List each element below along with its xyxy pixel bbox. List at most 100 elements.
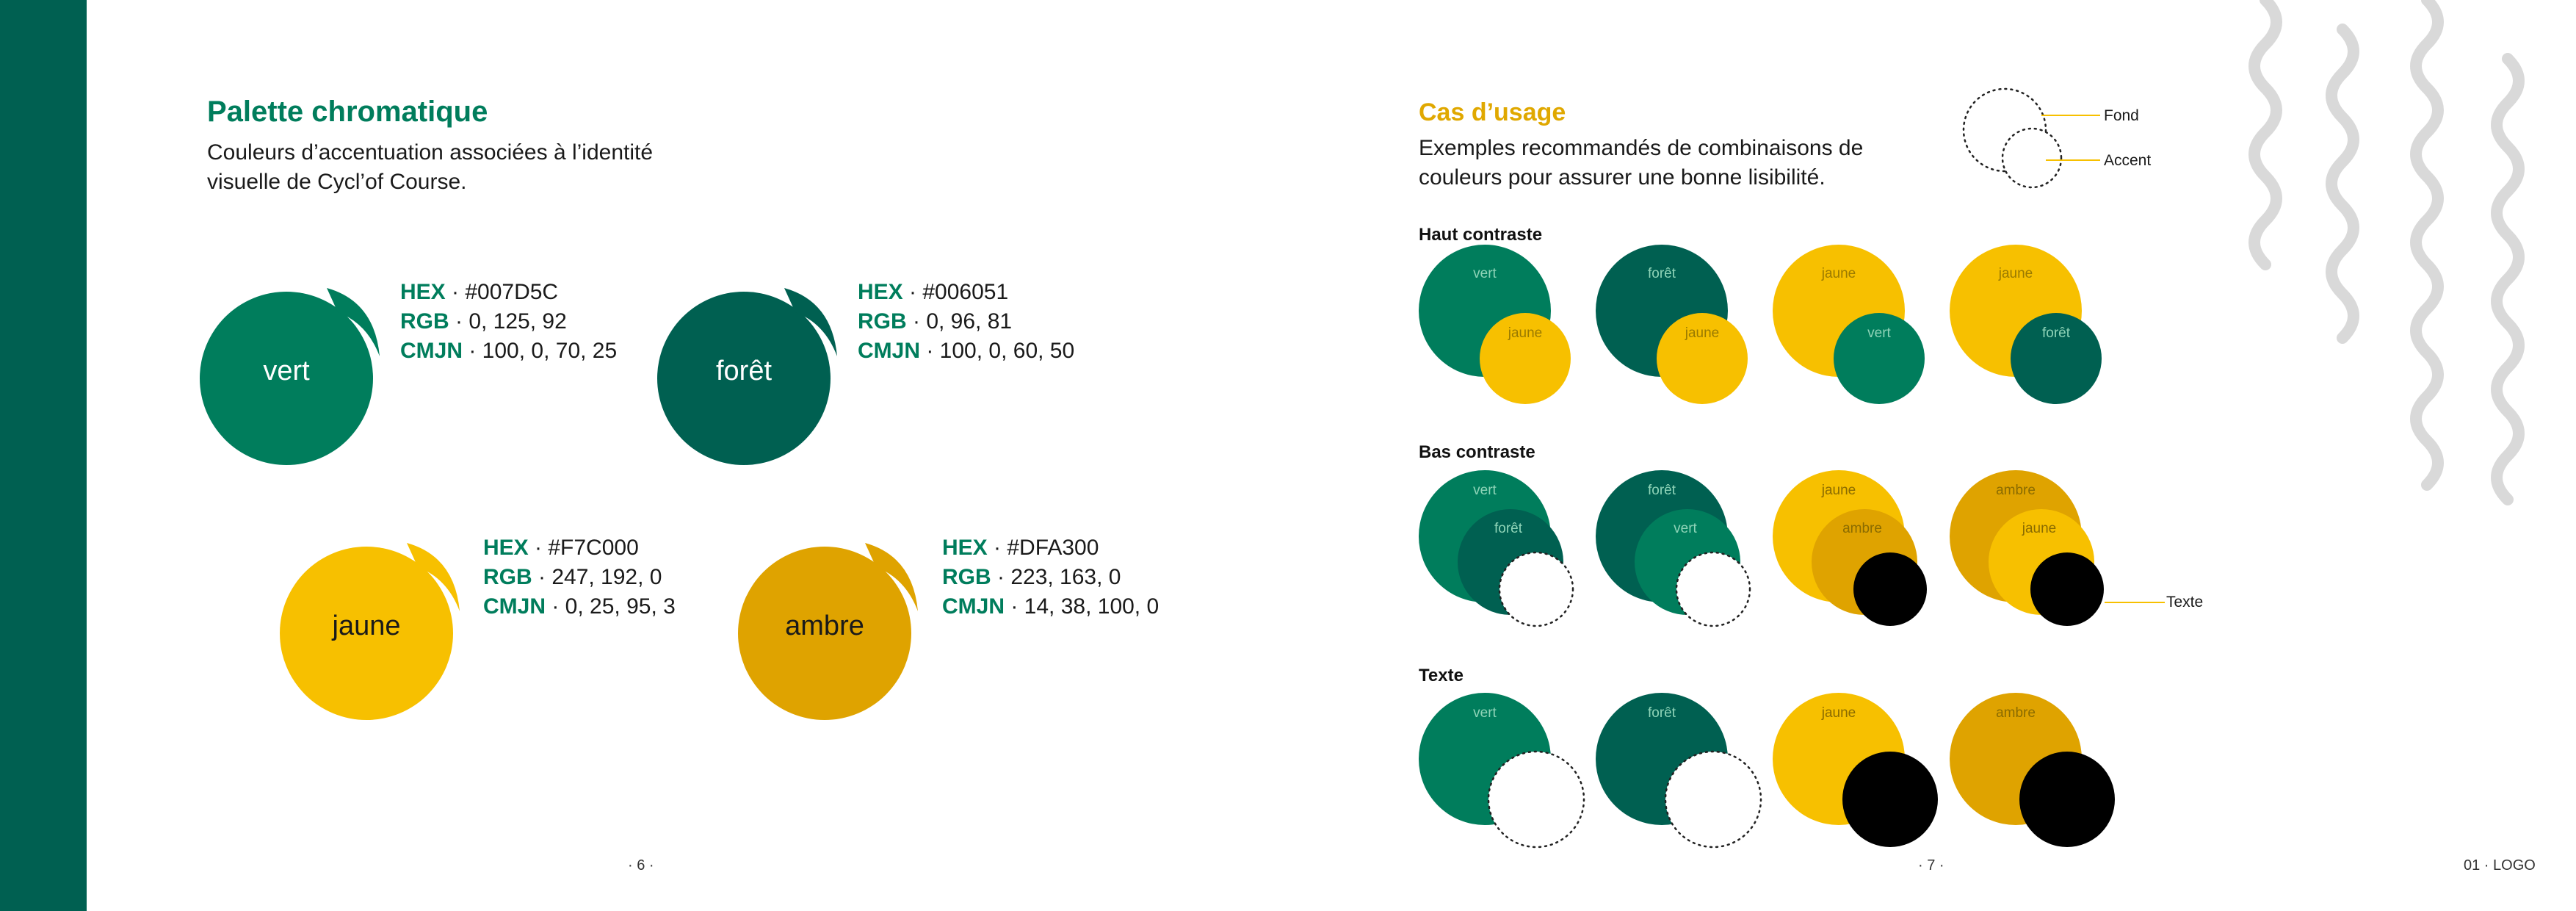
page-number-left: · 6 ·	[628, 857, 654, 874]
rgb-value: · 223, 163, 0	[991, 565, 1121, 589]
section-texte: Texte	[1419, 666, 1464, 685]
swatch-vert-specs: HEX · #007D5C RGB · 0, 125, 92 CMJN · 10…	[400, 278, 617, 366]
swatch-vert-shape	[200, 288, 380, 465]
swatch-jaune-specs: HEX · #F7C000 RGB · 247, 192, 0 CMJN · 0…	[483, 533, 676, 622]
cmjn-value: · 14, 38, 100, 0	[1005, 594, 1159, 619]
cmjn-value: · 0, 25, 95, 3	[546, 594, 676, 619]
haut-1-accent-text: jaune	[1508, 325, 1543, 341]
texte-combo-3-svg: jaune	[1773, 693, 1938, 847]
bas-combo-3: jaune ambre	[1773, 470, 1949, 635]
rgb-value: · 247, 192, 0	[532, 565, 662, 589]
hex-label: HEX	[400, 280, 446, 304]
cmjn-label: CMJN	[400, 339, 463, 363]
texte-2-fond-text: forêt	[1648, 705, 1676, 721]
hex-label: HEX	[942, 536, 988, 560]
legend-texte-line	[2105, 602, 2165, 603]
hex-value: · #007D5C	[445, 280, 559, 304]
bas-combo-1: vert forêt	[1419, 470, 1595, 635]
haut-combo-1-svg: vert jaune	[1419, 245, 1571, 404]
haut-combo-1: vert jaune	[1419, 245, 1595, 417]
bas-combo-3-svg: jaune ambre	[1773, 470, 1927, 626]
usage-subtitle-line-1: Exemples recommandés de combinaisons de	[1419, 136, 1864, 160]
cmjn-label: CMJN	[858, 339, 921, 363]
swatch-foret-shape	[657, 288, 837, 465]
swatch-vert: vert	[187, 279, 386, 478]
haut-combo-2-svg: forêt jaune	[1596, 245, 1748, 404]
swatch-ambre: ambre	[726, 534, 924, 732]
subtitle-line-1: Couleurs d’accentuation associées à l’id…	[207, 140, 654, 165]
texte-combo-1-svg: vert	[1419, 693, 1585, 849]
swatch-jaune-label: jaune	[332, 611, 401, 641]
usage-subtitle-line-2: couleurs pour assurer une bonne lisibili…	[1419, 165, 1826, 190]
swatch-foret: forêt	[645, 279, 843, 478]
decorative-waves	[2248, 0, 2525, 505]
bas-4-fond-text: ambre	[1996, 483, 2036, 498]
hex-label: HEX	[483, 536, 529, 560]
swatch-ambre-shape	[738, 543, 918, 720]
swatch-jaune: jaune	[267, 534, 466, 732]
texte-combo-4-svg: ambre	[1950, 693, 2115, 847]
bas-combo-2-svg: forêt vert	[1596, 470, 1751, 627]
hex-label: HEX	[858, 280, 903, 304]
texte-combo-1: vert	[1419, 693, 1595, 854]
bas-1-accent-text: forêt	[1494, 521, 1523, 536]
swatch-vert-label: vert	[263, 356, 310, 386]
hex-value: · #006051	[902, 280, 1009, 304]
haut-combo-4: jaune forêt	[1950, 245, 2126, 417]
bas-combo-1-svg: vert forêt	[1419, 470, 1574, 627]
texte-combo-3: jaune	[1773, 693, 1949, 854]
haut-combo-2: forêt jaune	[1596, 245, 1772, 417]
rgb-label: RGB	[858, 309, 907, 334]
haut-3-fond-text: jaune	[1821, 266, 1856, 281]
usage-subtitle: Exemples recommandés de combinaisons de …	[1419, 134, 1863, 192]
rgb-value: · 0, 125, 92	[449, 309, 567, 334]
texte-combo-4: ambre	[1950, 693, 2126, 854]
cmjn-value: · 100, 0, 70, 25	[463, 339, 618, 363]
bas-2-accent-text: vert	[1674, 521, 1697, 536]
swatch-ambre-specs: HEX · #DFA300 RGB · 223, 163, 0 CMJN · 1…	[942, 533, 1159, 622]
haut-2-accent-text: jaune	[1685, 325, 1720, 341]
haut-combo-3: jaune vert	[1773, 245, 1949, 417]
left-sidebar-band	[0, 0, 87, 911]
footer-section-label: 01 · LOGO	[2464, 857, 2536, 874]
haut-2-fond-text: forêt	[1648, 266, 1676, 281]
texte-combo-2: forêt	[1596, 693, 1772, 854]
cmjn-label: CMJN	[942, 594, 1005, 619]
page-title: Palette chromatique	[207, 96, 488, 128]
section-bas-contraste: Bas contraste	[1419, 442, 1535, 462]
haut-3-accent-text: vert	[1867, 325, 1891, 341]
texte-1-fond-text: vert	[1473, 705, 1497, 721]
rgb-label: RGB	[483, 565, 532, 589]
page-number-right: · 7 ·	[1918, 857, 1944, 874]
page-subtitle: Couleurs d’accentuation associées à l’id…	[207, 138, 653, 197]
haut-combo-4-svg: jaune forêt	[1950, 245, 2102, 404]
cmjn-value: · 100, 0, 60, 50	[920, 339, 1075, 363]
texte-4-fond-text: ambre	[1996, 705, 2036, 721]
bas-2-fond-text: forêt	[1648, 483, 1676, 498]
rgb-label: RGB	[400, 309, 449, 334]
bas-combo-4-svg: ambre jaune	[1950, 470, 2104, 626]
hex-value: · #DFA300	[987, 536, 1099, 560]
bas-3-accent-text: ambre	[1842, 521, 1882, 536]
subtitle-line-2: visuelle de Cycl’of Course.	[207, 170, 467, 194]
legend-fond-label: Fond	[2104, 107, 2139, 124]
cmjn-label: CMJN	[483, 594, 546, 619]
usage-title: Cas d’usage	[1419, 98, 1566, 126]
swatch-foret-specs: HEX · #006051 RGB · 0, 96, 81 CMJN · 100…	[858, 278, 1074, 366]
bas-4-accent-text: jaune	[2022, 521, 2057, 536]
legend-diagram	[1962, 87, 2100, 189]
swatch-ambre-label: ambre	[785, 611, 864, 641]
haut-4-fond-text: jaune	[1998, 266, 2033, 281]
haut-1-fond-text: vert	[1473, 266, 1497, 281]
haut-combo-3-svg: jaune vert	[1773, 245, 1925, 404]
bas-combo-4: ambre jaune	[1950, 470, 2126, 635]
rgb-value: · 0, 96, 81	[906, 309, 1013, 334]
legend-accent-label: Accent	[2104, 152, 2152, 169]
texte-combo-2-svg: forêt	[1596, 693, 1762, 849]
hex-value: · #F7C000	[528, 536, 639, 560]
bas-1-fond-text: vert	[1473, 483, 1497, 498]
swatch-foret-label: forêt	[715, 356, 773, 386]
swatch-jaune-shape	[280, 543, 460, 720]
haut-4-accent-text: forêt	[2042, 325, 2071, 341]
section-haut-contraste: Haut contraste	[1419, 225, 1543, 245]
